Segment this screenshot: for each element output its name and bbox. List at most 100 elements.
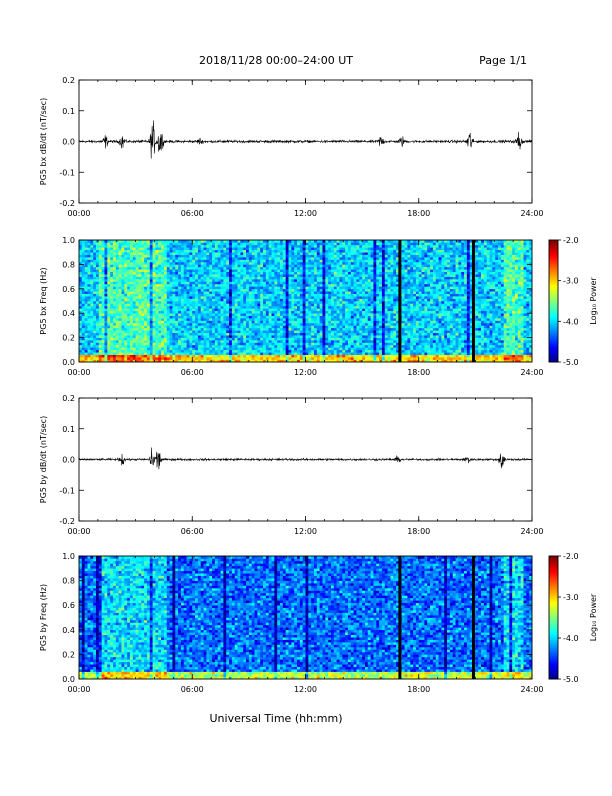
- spectrogram-cell: [82, 347, 85, 350]
- spectrogram-cell: [306, 279, 309, 282]
- spectrogram-cell: [308, 357, 311, 360]
- spectrogram-cell: [181, 342, 184, 345]
- spectrogram-cell: [331, 303, 334, 306]
- spectrogram-cell: [294, 328, 297, 331]
- spectrogram-cell: [167, 335, 170, 338]
- spectrogram-cell: [201, 289, 204, 292]
- spectrogram-cell: [136, 272, 139, 275]
- spectrogram-cell: [155, 296, 158, 299]
- spectrogram-cell: [257, 357, 260, 360]
- spectrogram-cell: [328, 284, 331, 287]
- spectrogram-cell: [235, 323, 238, 326]
- spectrogram-cell: [184, 350, 187, 353]
- spectrogram-cell: [189, 342, 192, 345]
- spectrogram-cell: [116, 340, 119, 343]
- spectrogram-cell: [178, 323, 181, 326]
- spectrogram-cell: [351, 345, 354, 348]
- spectrogram-cell: [342, 303, 345, 306]
- spectrogram-cell: [263, 286, 266, 289]
- spectrogram-cell: [266, 260, 269, 263]
- spectrogram-cell: [325, 250, 328, 253]
- spectrogram-cell: [272, 255, 275, 258]
- spectrogram-cell: [280, 323, 283, 326]
- spectrogram-cell: [178, 242, 181, 245]
- spectrogram-cell: [297, 274, 300, 277]
- spectrogram-cell: [297, 247, 300, 250]
- spectrogram-cell: [337, 286, 340, 289]
- spectrogram-cell: [209, 325, 212, 328]
- spectrogram-cell: [138, 269, 141, 272]
- spectrogram-cell: [339, 352, 342, 355]
- spectrogram-cell: [206, 269, 209, 272]
- spectrogram-cell: [229, 352, 232, 355]
- spectrogram-cell: [201, 301, 204, 304]
- spectrogram-cell: [294, 301, 297, 304]
- spectrogram-cell: [348, 289, 351, 292]
- spectrogram-cell: [322, 286, 325, 289]
- spectrogram-cell: [280, 277, 283, 280]
- spectrogram-cell: [107, 284, 110, 287]
- spectrogram-cell: [223, 257, 226, 260]
- spectrogram-cell: [221, 284, 224, 287]
- spectrogram-cell: [144, 274, 147, 277]
- spectrogram-cell: [113, 350, 116, 353]
- spectrogram-cell: [308, 272, 311, 275]
- spectrogram-cell: [130, 355, 133, 358]
- spectrogram-cell: [339, 330, 342, 333]
- spectrogram-cell: [136, 333, 139, 336]
- spectrogram-cell: [221, 299, 224, 302]
- spectrogram-cell: [93, 357, 96, 360]
- spectrogram-cell: [161, 289, 164, 292]
- spectrogram-cell: [209, 257, 212, 260]
- spectrogram-cell: [158, 342, 161, 345]
- spectrogram-cell: [99, 257, 102, 260]
- spectrogram-cell: [96, 247, 99, 250]
- spectrogram-cell: [252, 281, 255, 284]
- spectrogram-cell: [130, 289, 133, 292]
- spectrogram-cell: [345, 350, 348, 353]
- spectrogram-cell: [272, 316, 275, 319]
- spectrogram-cell: [153, 311, 156, 314]
- spectrogram-cell: [255, 325, 258, 328]
- spectrogram-cell: [195, 252, 198, 255]
- spectrogram-cell: [306, 330, 309, 333]
- spectrogram-cell: [138, 264, 141, 267]
- spectrogram-cell: [240, 269, 243, 272]
- spectrogram-cell: [283, 352, 286, 355]
- spectrogram-cell: [119, 347, 122, 350]
- spectrogram-cell: [130, 272, 133, 275]
- spectrogram-cell: [283, 262, 286, 265]
- spectrogram-cell: [345, 245, 348, 248]
- spectrogram-cell: [209, 308, 212, 311]
- spectrogram-cell: [252, 306, 255, 309]
- spectrogram-cell: [96, 306, 99, 309]
- spectrogram-cell: [260, 245, 263, 248]
- spectrogram-cell: [235, 269, 238, 272]
- spectrogram-cell: [339, 338, 342, 341]
- spectrogram-cell: [110, 296, 113, 299]
- spectrogram-cell: [99, 345, 102, 348]
- spectrogram-cell: [144, 316, 147, 319]
- spectrogram-cell: [257, 267, 260, 270]
- spectrogram-cell: [255, 267, 258, 270]
- spectrogram-cell: [79, 279, 82, 282]
- spectrogram-cell: [308, 286, 311, 289]
- spectrogram-cell: [192, 313, 195, 316]
- spectrogram-cell: [215, 318, 218, 321]
- spectrogram-cell: [136, 313, 139, 316]
- spectrogram-cell: [337, 303, 340, 306]
- spectrogram-cell: [155, 262, 158, 265]
- spectrogram-cell: [342, 274, 345, 277]
- spectrogram-cell: [209, 333, 212, 336]
- spectrogram-cell: [147, 279, 150, 282]
- spectrogram-cell: [314, 260, 317, 263]
- spectrogram-cell: [240, 340, 243, 343]
- spectrogram-cell: [235, 255, 238, 258]
- spectrogram-cell: [272, 355, 275, 358]
- spectrogram-cell: [121, 291, 124, 294]
- spectrogram-cell: [204, 301, 207, 304]
- spectrogram-cell: [300, 323, 303, 326]
- spectrogram-cell: [204, 308, 207, 311]
- spectrogram-cell: [232, 279, 235, 282]
- spectrogram-cell: [155, 294, 158, 297]
